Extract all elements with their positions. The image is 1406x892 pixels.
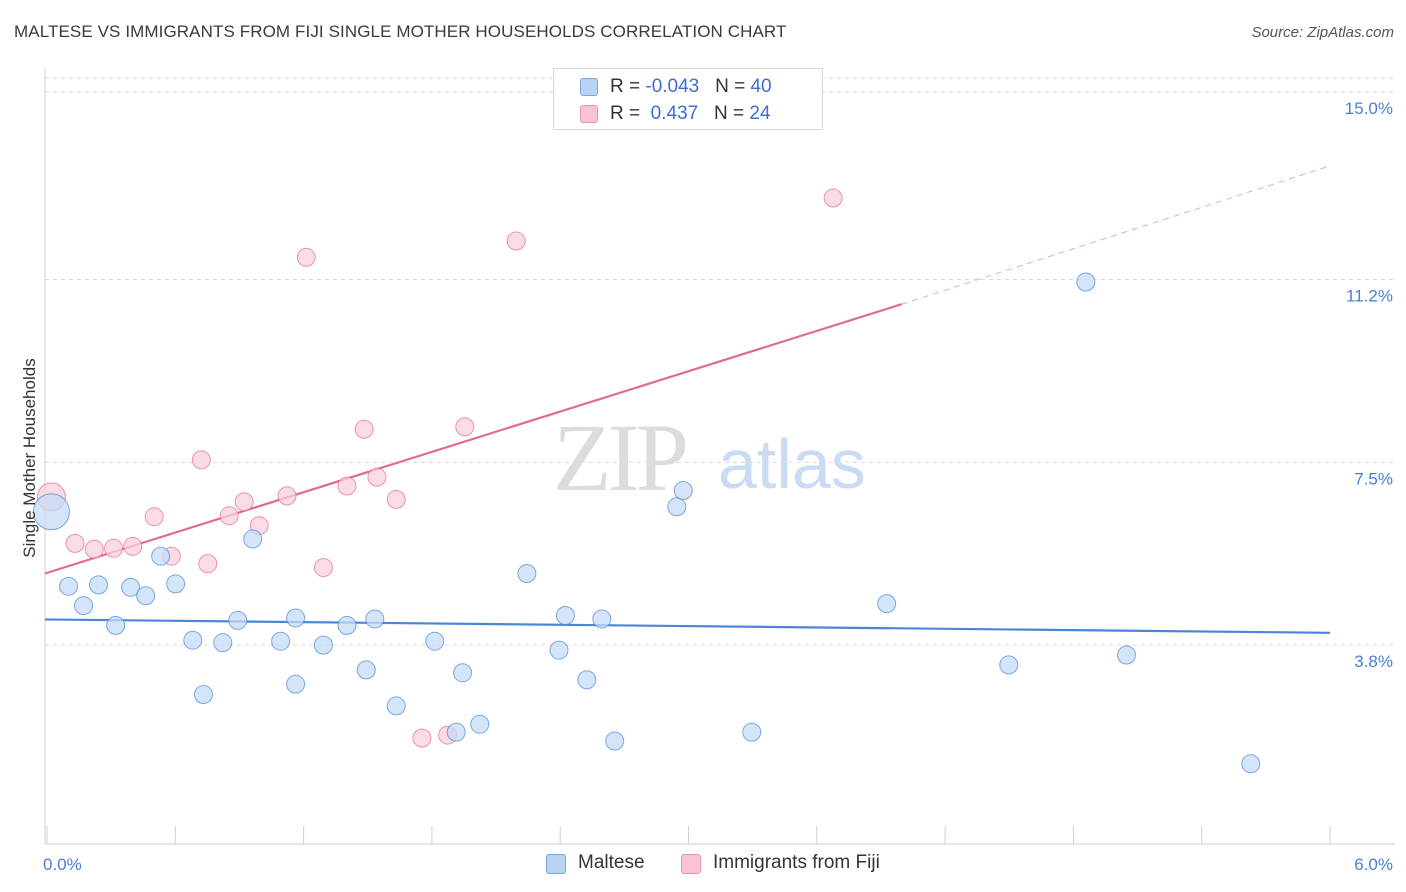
data-point-maltese	[271, 631, 291, 651]
y-tick-label: 15.0%	[1345, 99, 1393, 118]
data-point-maltese	[89, 575, 109, 595]
data-point-maltese	[213, 633, 233, 653]
data-point-fiji	[104, 538, 124, 558]
bottom-legend-fiji: Immigrants from Fiji	[681, 852, 921, 876]
data-point-maltese	[106, 615, 126, 635]
data-point-fiji	[386, 489, 406, 509]
data-point-fiji	[506, 231, 526, 251]
data-point-fiji	[313, 558, 333, 578]
n-label: N =	[714, 103, 750, 124]
data-point-fiji	[65, 533, 85, 553]
data-point-fiji	[277, 486, 297, 506]
trend-lines	[44, 165, 1331, 634]
trend-line-maltese	[44, 618, 1331, 634]
data-point-maltese	[183, 630, 203, 650]
r-label: R =	[610, 76, 646, 97]
data-point-maltese	[673, 480, 693, 500]
data-point-maltese	[121, 577, 141, 597]
data-point-maltese	[667, 497, 687, 517]
data-point-maltese	[337, 615, 357, 635]
data-point-maltese	[555, 605, 575, 625]
axes	[44, 68, 1395, 845]
data-points	[32, 188, 1261, 774]
data-point-fiji	[337, 476, 357, 496]
legend-swatch-fiji	[681, 854, 701, 874]
x-tick-label: 0.0%	[43, 855, 82, 874]
chart-title: MALTESE VS IMMIGRANTS FROM FIJI SINGLE M…	[14, 22, 787, 41]
y-tick-label: 11.2%	[1346, 287, 1393, 306]
data-point-maltese	[517, 563, 537, 583]
data-point-fiji	[412, 728, 432, 748]
data-point-maltese	[1076, 272, 1096, 292]
stats-legend: R = -0.043 N = 40 R = 0.437 N = 24	[553, 68, 823, 130]
legend-swatch-fiji	[580, 105, 598, 123]
data-point-fiji	[144, 507, 164, 527]
legend-swatch-maltese	[546, 854, 566, 874]
data-point-fiji	[219, 506, 239, 526]
data-point-maltese	[446, 722, 466, 742]
stats-legend-row-fiji: R = 0.437 N = 24	[554, 101, 822, 127]
data-point-maltese	[577, 670, 597, 690]
data-point-maltese	[313, 635, 333, 655]
data-point-maltese	[228, 610, 248, 630]
data-point-maltese	[453, 663, 473, 683]
data-point-maltese	[166, 574, 186, 594]
n-value: 40	[750, 76, 772, 97]
data-point-fiji	[191, 450, 211, 470]
data-point-maltese	[549, 640, 569, 660]
bottom-legend-maltese: Maltese	[546, 852, 686, 876]
data-point-fiji	[123, 536, 143, 556]
data-point-fiji	[234, 492, 254, 512]
data-point-maltese	[356, 660, 376, 680]
axis-labels: 3.8% 7.5% 11.2% 15.0% 0.0% 6.0% Single Mother …	[20, 99, 1393, 874]
r-label: R =	[610, 103, 646, 124]
data-point-maltese	[605, 731, 625, 751]
data-point-maltese	[74, 596, 94, 616]
data-point-maltese	[425, 631, 445, 651]
data-point-maltese	[999, 655, 1019, 675]
data-point-maltese	[742, 722, 762, 742]
data-point-fiji	[198, 554, 218, 574]
watermark-atlas: atlas	[718, 425, 866, 503]
data-point-maltese	[386, 696, 406, 716]
data-point-maltese	[136, 586, 156, 606]
watermark: ZIP atlas	[553, 404, 866, 511]
watermark-zip: ZIP	[553, 404, 686, 511]
data-point-maltese	[286, 608, 306, 628]
data-point-maltese	[151, 546, 171, 566]
data-point-fiji	[84, 539, 104, 559]
y-tick-label: 7.5%	[1354, 469, 1393, 488]
data-point-maltese	[286, 674, 306, 694]
trend-line-extension	[901, 165, 1331, 305]
data-point-maltese	[1241, 754, 1261, 774]
source-label: Source: ZipAtlas.com	[1251, 24, 1394, 41]
y-axis-label: Single Mother Households	[20, 358, 39, 557]
data-point-maltese	[592, 609, 612, 629]
data-point-maltese	[470, 714, 490, 734]
data-point-fiji	[823, 188, 843, 208]
data-point-fiji	[455, 417, 475, 437]
data-point-fiji	[354, 419, 374, 439]
legend-label-fiji: Immigrants from Fiji	[713, 852, 880, 873]
data-point-fiji	[367, 467, 387, 487]
data-point-maltese	[32, 493, 70, 531]
legend-label-maltese: Maltese	[578, 852, 645, 873]
data-point-maltese	[877, 594, 897, 614]
data-point-maltese	[1117, 645, 1137, 665]
r-value: 0.437	[645, 103, 699, 124]
x-tick-label: 6.0%	[1354, 855, 1393, 874]
n-value: 24	[749, 103, 771, 124]
y-tick-label: 3.8%	[1354, 652, 1393, 671]
data-point-maltese	[365, 609, 385, 629]
data-point-fiji	[296, 247, 316, 267]
trend-line-fiji	[44, 303, 902, 575]
data-point-maltese	[59, 576, 79, 596]
r-value: -0.043	[645, 76, 700, 97]
stats-legend-row-maltese: R = -0.043 N = 40	[554, 74, 822, 100]
data-point-maltese	[193, 685, 213, 705]
n-label: N =	[715, 76, 751, 97]
legend-swatch-maltese	[580, 78, 598, 96]
data-point-maltese	[243, 529, 263, 549]
